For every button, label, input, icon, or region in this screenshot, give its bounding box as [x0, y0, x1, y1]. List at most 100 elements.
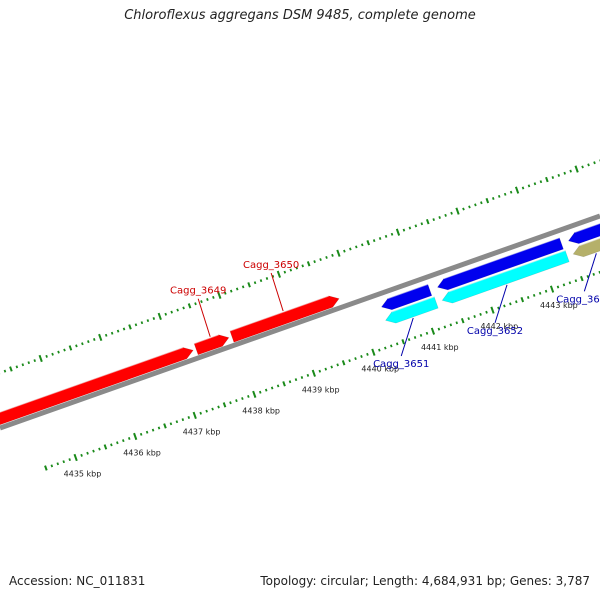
lower-tick-52	[294, 378, 298, 382]
upper-tick-86	[462, 207, 465, 211]
lower-tick-75	[430, 327, 436, 335]
upper-tick-42	[200, 300, 203, 304]
tick-label-4436: 4436 kbp	[123, 448, 161, 457]
lower-tick-25	[133, 432, 138, 441]
lower-tick-94	[544, 289, 548, 293]
lower-tick-78	[449, 323, 453, 327]
lower-tick-20	[103, 444, 108, 450]
upper-tick-70	[366, 240, 370, 246]
upper-tick-45	[217, 291, 222, 299]
tick-label-4442: 4442 kbp	[480, 322, 518, 331]
gene-label-cagg_3653[interactable]: Cagg_3653	[556, 294, 600, 305]
upper-tick-44	[212, 295, 215, 299]
lower-tick-76	[437, 327, 441, 331]
lower-tick-46	[258, 390, 262, 394]
upper-tick-33	[146, 319, 150, 323]
upper-tick-76	[402, 228, 406, 232]
gene-highlight-9	[579, 237, 600, 247]
lower-tick-72	[413, 336, 417, 340]
upper-tick-91	[491, 197, 495, 201]
upper-tick-12	[21, 363, 25, 367]
upper-tick-35	[157, 312, 162, 321]
lower-tick-55	[311, 369, 316, 377]
gene-label-leader-cagg_3650	[270, 272, 284, 312]
gene-arrow-cagg_3649[interactable]	[193, 334, 230, 356]
lower-tick-27	[145, 430, 149, 434]
lower-tick-96	[556, 285, 560, 289]
lower-tick-101	[586, 275, 590, 278]
gene-arrow-unlabeled-4[interactable]	[436, 237, 564, 291]
upper-tick-67	[349, 247, 352, 251]
lower-tick-99	[574, 279, 578, 283]
gene-arrow-unlabeled-0[interactable]	[0, 347, 194, 435]
upper-tick-21	[75, 344, 78, 348]
upper-tick-78	[414, 224, 418, 228]
upper-tick-55	[276, 270, 281, 278]
upper-tick-30	[128, 324, 132, 330]
lower-tick-57	[324, 367, 328, 371]
upper-tick-38	[176, 308, 179, 312]
tick-label-4437: 4437 kbp	[183, 427, 221, 436]
upper-tick-15	[38, 354, 43, 363]
gene-label-cagg_3651[interactable]: Cagg_3651	[373, 359, 429, 370]
gene-arrow-cagg_3651[interactable]	[385, 296, 439, 324]
lower-tick-69	[395, 342, 399, 346]
gene-highlight-5	[574, 222, 600, 233]
gene-label-cagg_3649[interactable]: Cagg_3649	[170, 286, 226, 297]
lower-tick-63	[360, 354, 363, 358]
lower-tick-65	[371, 348, 376, 356]
upper-tick-13	[27, 361, 31, 365]
lower-tick-88	[509, 302, 512, 306]
upper-tick-107	[587, 163, 590, 167]
lower-tick-79	[455, 321, 459, 325]
gene-label-cagg_3650[interactable]: Cagg_3650	[243, 260, 299, 271]
lower-tick-102	[592, 272, 595, 276]
lower-tick-47	[264, 388, 268, 392]
upper-tick-54	[271, 274, 275, 278]
gene-label-leader-cagg_3652	[494, 284, 508, 324]
lower-tick-45	[252, 390, 257, 398]
lower-tick-50	[282, 381, 286, 387]
gene-arrow-unlabeled-3[interactable]	[380, 283, 433, 311]
upper-tick-28	[116, 329, 120, 333]
upper-tick-71	[372, 239, 376, 243]
upper-tick-18	[57, 350, 60, 354]
lower-tick-85	[490, 306, 495, 314]
upper-tick-106	[581, 165, 584, 169]
gene-arrow-cagg_3652[interactable]	[441, 250, 570, 304]
upper-tick-24	[93, 338, 96, 342]
upper-tick-40	[187, 303, 192, 309]
genome-backbone	[0, 213, 600, 431]
lower-tick-30	[163, 423, 167, 429]
lower-tick-66	[378, 348, 381, 352]
lower-tick-15	[73, 453, 78, 462]
upper-tick-32	[140, 321, 144, 325]
upper-tick-43	[206, 298, 209, 302]
gene-highlight-4	[443, 237, 560, 280]
upper-tick-64	[331, 253, 334, 257]
gene-arrow-cagg_3650[interactable]	[229, 295, 340, 343]
lower-tick-92	[532, 293, 536, 297]
gene-highlight-8	[448, 249, 566, 293]
upper-tick-59	[301, 264, 304, 268]
upper-tick-103	[563, 171, 566, 175]
lower-tick-39	[217, 405, 220, 409]
upper-tick-29	[122, 327, 126, 331]
tick-label-4439: 4439 kbp	[302, 385, 340, 394]
upper-tick-104	[569, 169, 572, 173]
upper-tick-9	[3, 369, 7, 373]
lower-tick-26	[139, 432, 143, 436]
tick-label-4435: 4435 kbp	[64, 469, 102, 478]
gene-arrow-unlabeled-5[interactable]	[567, 221, 600, 244]
lower-tick-62	[354, 357, 357, 361]
lower-tick-31	[169, 422, 173, 426]
gene-label-cagg_3652[interactable]: Cagg_3652	[467, 326, 523, 337]
gene-arrow-cagg_3653[interactable]	[572, 234, 600, 258]
lower-tick-35	[192, 411, 197, 420]
lower-tick-23	[122, 439, 125, 443]
lower-tick-38	[211, 407, 214, 411]
upper-tick-65	[336, 249, 341, 257]
lower-tick-89	[515, 300, 518, 304]
tick-label-4438: 4438 kbp	[242, 406, 280, 415]
